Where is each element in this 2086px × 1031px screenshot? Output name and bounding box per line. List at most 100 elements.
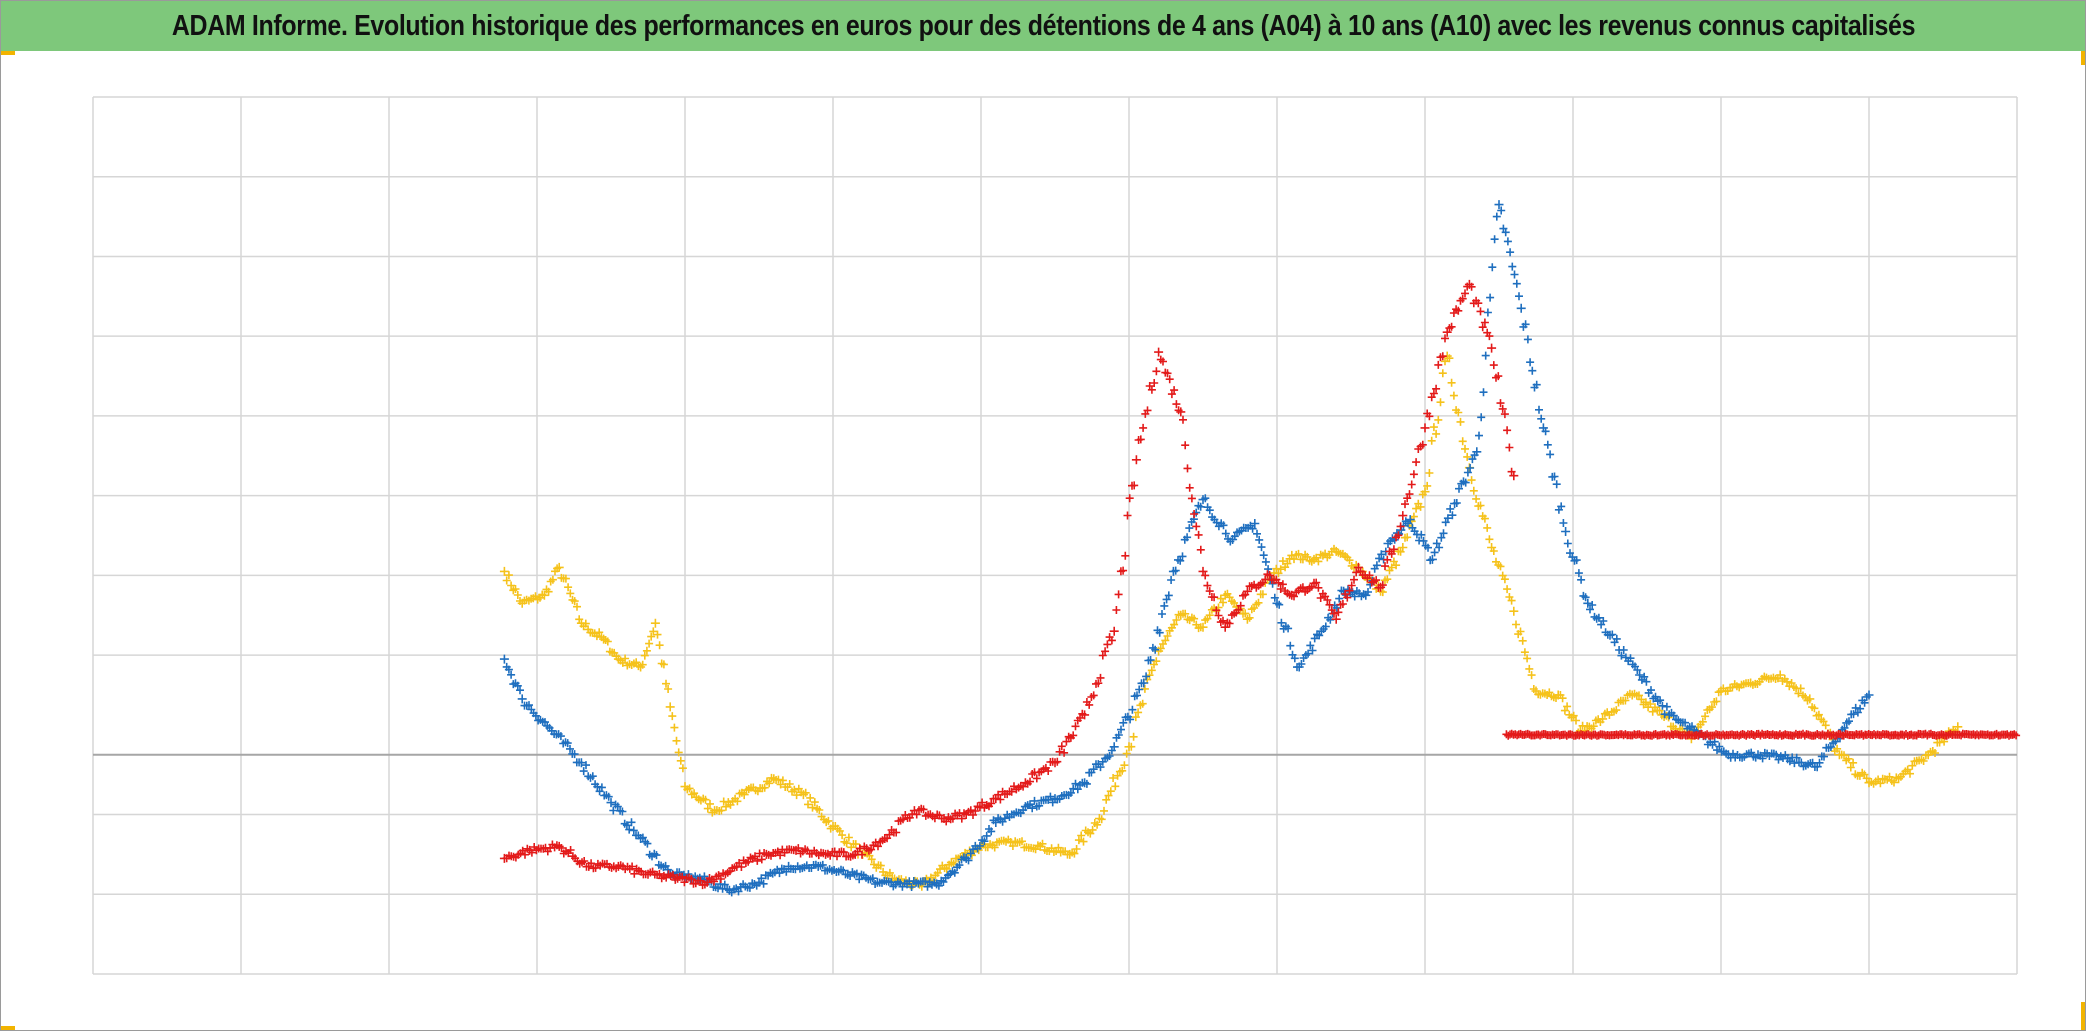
data-marker — [1076, 714, 1084, 722]
data-marker — [734, 887, 743, 896]
data-marker — [2010, 730, 2019, 739]
data-marker — [1205, 611, 1214, 620]
data-marker — [655, 869, 664, 878]
data-marker — [1105, 752, 1114, 760]
data-marker — [511, 585, 520, 593]
data-marker — [1130, 481, 1139, 490]
data-marker — [1815, 758, 1824, 767]
data-marker — [1210, 593, 1219, 602]
data-marker — [907, 883, 916, 891]
series-group — [1502, 729, 2021, 740]
data-marker — [1746, 678, 1756, 688]
data-marker — [640, 651, 649, 660]
data-marker — [1550, 472, 1559, 481]
data-marker — [1912, 731, 1921, 740]
data-marker — [1489, 361, 1498, 370]
data-marker — [1383, 575, 1392, 584]
data-marker — [1101, 647, 1110, 656]
data-marker — [1096, 673, 1105, 682]
data-marker — [1448, 511, 1457, 520]
data-marker — [1290, 654, 1299, 663]
data-marker — [516, 686, 524, 695]
data-marker — [1314, 583, 1323, 592]
data-marker — [1507, 596, 1516, 605]
data-marker — [1559, 519, 1568, 527]
data-marker — [1089, 765, 1098, 774]
data-marker — [1461, 444, 1469, 453]
data-marker — [647, 632, 656, 641]
data-marker — [1203, 581, 1212, 590]
data-marker — [1338, 600, 1347, 608]
data-marker — [1389, 545, 1398, 554]
data-marker — [1452, 499, 1461, 507]
data-marker — [1159, 357, 1167, 366]
data-marker — [1276, 585, 1285, 593]
data-marker — [1512, 279, 1521, 288]
data-marker — [1842, 718, 1852, 728]
data-marker — [1071, 779, 1080, 788]
data-marker — [1139, 678, 1149, 688]
data-marker — [1196, 502, 1205, 511]
data-marker — [1412, 504, 1421, 513]
data-marker — [1808, 758, 1817, 767]
data-marker — [1581, 593, 1590, 602]
data-marker — [1508, 262, 1517, 271]
data-marker — [1458, 437, 1467, 446]
data-marker — [912, 810, 921, 819]
data-marker — [810, 798, 819, 807]
data-marker — [504, 571, 513, 580]
data-marker — [652, 851, 661, 860]
data-marker — [1503, 426, 1512, 435]
data-marker — [1599, 617, 1608, 625]
data-marker — [1518, 636, 1527, 645]
data-marker — [1418, 440, 1427, 449]
data-marker — [874, 842, 882, 851]
data-marker — [1161, 636, 1170, 645]
data-marker — [1598, 714, 1608, 724]
data-marker — [1261, 557, 1270, 566]
data-marker — [1242, 614, 1252, 624]
data-marker — [1190, 510, 1199, 518]
data-marker — [1436, 398, 1445, 407]
data-marker — [1093, 820, 1102, 829]
data-marker — [1121, 551, 1130, 560]
data-marker — [1442, 327, 1452, 337]
data-marker — [1194, 530, 1203, 539]
data-marker — [1658, 701, 1667, 710]
data-marker — [1147, 666, 1156, 675]
data-marker — [1219, 521, 1228, 530]
data-marker — [858, 850, 866, 859]
data-marker — [733, 797, 742, 806]
data-marker — [1114, 731, 1123, 739]
data-marker — [1071, 722, 1080, 731]
data-marker — [987, 799, 996, 808]
data-marker — [544, 587, 553, 596]
data-marker — [1919, 757, 1928, 765]
data-marker — [1165, 375, 1174, 384]
data-marker — [1846, 763, 1855, 772]
corner-marker-top-right — [2081, 51, 2085, 65]
data-marker — [1490, 235, 1499, 244]
data-marker — [1429, 389, 1438, 398]
data-marker — [1527, 671, 1536, 680]
data-marker — [613, 802, 622, 811]
data-marker — [1407, 480, 1416, 489]
data-marker — [1035, 801, 1044, 810]
data-marker — [1151, 645, 1160, 654]
data-marker — [1394, 531, 1403, 540]
data-marker — [1259, 551, 1268, 560]
data-marker — [1856, 704, 1865, 713]
data-marker — [564, 583, 573, 592]
data-marker — [1072, 845, 1081, 853]
data-marker — [1308, 646, 1317, 655]
data-marker — [765, 779, 774, 788]
data-marker — [1562, 731, 1571, 740]
data-marker — [1111, 782, 1120, 791]
data-marker — [1119, 718, 1128, 727]
data-marker — [1178, 552, 1187, 561]
data-marker — [1525, 664, 1534, 673]
data-marker — [1953, 722, 1963, 732]
data-marker — [1277, 618, 1286, 627]
data-marker — [1054, 843, 1063, 852]
data-marker — [1147, 385, 1156, 394]
